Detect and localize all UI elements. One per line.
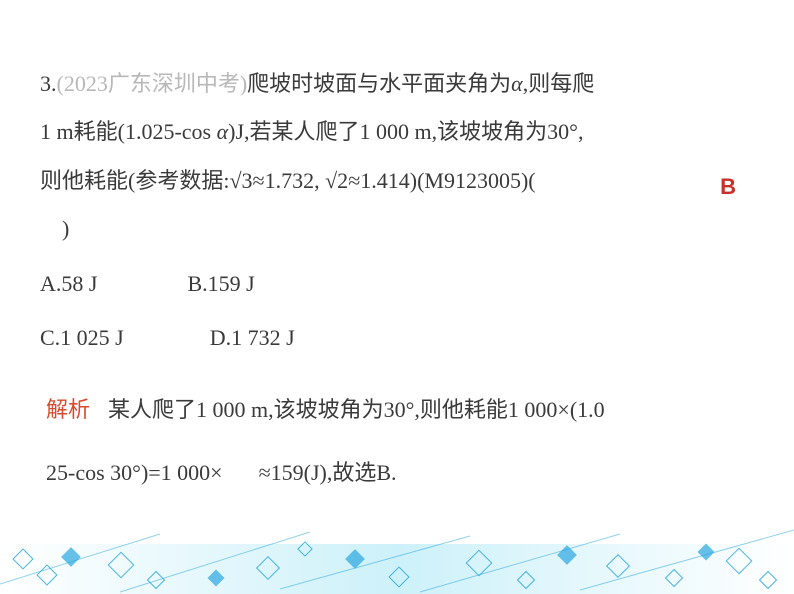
alpha-2: α [217,119,229,144]
option-d: D.1 732 J [210,314,295,362]
question-line-2: 1 m耗能(1.025-cos α)J,若某人爬了1 000 m,该坡坡角为30… [40,108,754,156]
question-line-3: 则他耗能(参考数据:√3≈1.732, √2≈1.414)(M9123005)(… [40,157,754,205]
l3a: 则他耗能(参考数据: [40,168,229,193]
close-paren: ) [62,216,69,241]
approx2v: 1.414)(M9123005)( [360,168,535,193]
sqrt2: √2 [325,157,348,205]
question-line-4: ) [40,205,754,253]
approx2: ≈ [348,168,360,193]
sqrt3: √3 [229,157,252,205]
approx1: ≈1.732, [253,168,326,193]
question-line-1: 3.(2023广东深圳中考)爬坡时坡面与水平面夹角为α,则每爬 [40,60,754,108]
question-source: (2023广东深圳中考) [57,71,248,96]
question-number: 3. [40,71,57,96]
alpha-1: α [511,71,523,96]
exp-t1: 某人爬了1 000 m,该坡坡角为30°,则他耗能1 000×(1.0 [108,397,605,422]
slide-content: 3.(2023广东深圳中考)爬坡时坡面与水平面夹角为α,则每爬 1 m耗能(1.… [0,0,794,500]
answer-badge: B [720,163,736,211]
l2a: 1 m耗能(1.025-cos [40,119,217,144]
options-row-2: C.1 025 J D.1 732 J [40,314,754,362]
explanation-block: 解析某人爬了1 000 m,该坡坡角为30°,则他耗能1 000×(1.0 25… [40,384,754,500]
explanation-line-1: 解析某人爬了1 000 m,该坡坡角为30°,则他耗能1 000×(1.0 [46,384,754,437]
exp-t2b: ≈159(J),故选B. [259,460,397,485]
l2b: )J,若某人爬了1 000 m,该坡坡角为30°, [228,119,583,144]
option-c: C.1 025 J [40,314,124,362]
options-row-1: A.58 J B.159 J [40,260,754,308]
stem-p1: 爬坡时坡面与水平面夹角为 [247,71,511,96]
stem-p2: ,则每爬 [523,71,595,96]
option-b: B.159 J [187,260,254,308]
explanation-label: 解析 [46,397,90,422]
exp-t2a: 25-cos 30°)=1 000× [46,460,223,485]
explanation-line-2: 25-cos 30°)=1 000× ≈159(J),故选B. [46,447,754,500]
option-a: A.58 J [40,260,97,308]
